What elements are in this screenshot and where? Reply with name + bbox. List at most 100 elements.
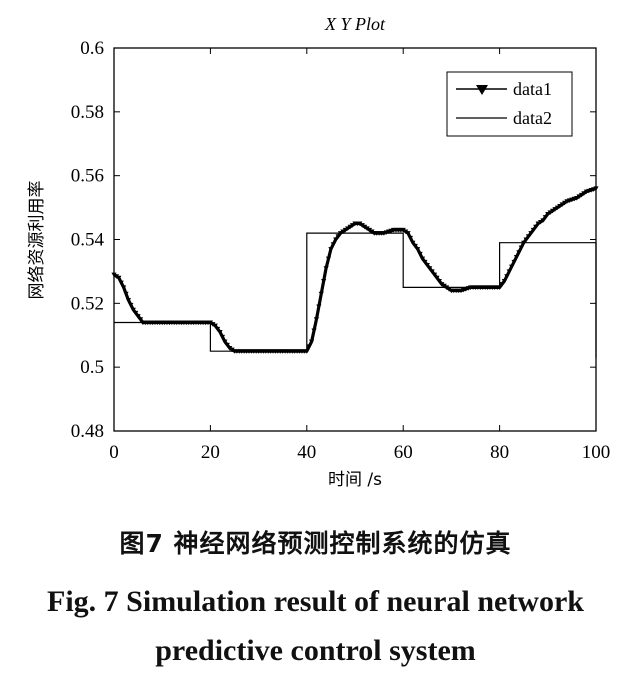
- data1-marker: [415, 247, 421, 252]
- data1-marker: [417, 251, 423, 257]
- data1-marker: [217, 330, 223, 335]
- data1-marker: [523, 237, 529, 243]
- data1-marker: [537, 219, 544, 225]
- data1-marker: [309, 339, 315, 345]
- data1-marker: [446, 286, 452, 292]
- data1-marker: [137, 317, 144, 322]
- data1-marker: [318, 291, 324, 297]
- data1-marker: [366, 227, 373, 233]
- data1-marker: [552, 207, 558, 212]
- legend: data1 data2: [446, 71, 573, 137]
- data1-marker: [323, 266, 329, 271]
- data1-marker: [443, 285, 450, 290]
- data1-marker: [547, 210, 553, 215]
- data1-marker: [419, 256, 426, 262]
- data1-marker: [123, 291, 129, 297]
- figure-caption-english-line1: Fig. 7 Simulation result of neural netwo…: [47, 585, 584, 618]
- y-tick-label: 0.48: [71, 421, 104, 442]
- data1-marker: [439, 282, 445, 287]
- data1-marker: [364, 226, 370, 231]
- data1-marker: [135, 314, 141, 319]
- data1-marker: [316, 304, 322, 310]
- data1-marker: [422, 259, 428, 265]
- data1-marker: [222, 339, 228, 345]
- data1-marker: [504, 274, 510, 279]
- data1-marker: [559, 202, 565, 207]
- data1-marker: [400, 227, 406, 233]
- data1-marker: [424, 263, 430, 268]
- data1-marker: [304, 349, 310, 354]
- y-tick-label: 0.54: [71, 230, 105, 251]
- legend-label-data1: data1: [513, 79, 552, 99]
- data1-marker: [410, 240, 416, 246]
- y-axis-label: 网络资源利用率: [27, 181, 47, 300]
- data1-marker: [357, 221, 363, 227]
- series-layer: [111, 186, 599, 358]
- x-tick-label: 80: [490, 442, 509, 463]
- legend-label-data2: data2: [513, 108, 552, 128]
- x-tick-label: 100: [582, 442, 611, 463]
- data1-marker: [311, 328, 317, 334]
- xy-plot-chart: X Y Plot 0 20 40 60 80 100 0.48 0.5 0.52 0.54 0.56…: [27, 14, 611, 490]
- legend-box: [446, 71, 573, 137]
- data1-marker: [313, 317, 320, 322]
- data1-marker: [359, 223, 365, 228]
- data1-marker: [540, 218, 546, 223]
- data1-marker: [133, 310, 139, 316]
- data1-marker: [581, 191, 587, 196]
- y-tick-label: 0.5: [80, 357, 104, 378]
- data1-marker: [362, 224, 368, 230]
- data1-marker: [229, 347, 235, 353]
- data1-marker: [429, 269, 435, 275]
- data1-marker: [518, 245, 524, 251]
- series-markers-data1: [111, 186, 599, 354]
- data1-marker: [207, 320, 213, 326]
- data1-marker: [513, 255, 520, 260]
- data1-marker: [369, 229, 375, 235]
- series-line-data1: [113, 186, 597, 353]
- data1-marker: [224, 342, 230, 348]
- data1-marker: [121, 285, 127, 290]
- data1-marker: [528, 231, 534, 236]
- data1-marker: [557, 203, 563, 209]
- x-axis-label: 时间 /s: [328, 470, 382, 490]
- data1-marker: [530, 227, 536, 233]
- data1-marker: [499, 282, 505, 287]
- data1-marker: [427, 266, 433, 271]
- data1-marker: [349, 223, 356, 228]
- data1-marker: [345, 226, 351, 231]
- chart-title: X Y Plot: [324, 14, 386, 34]
- data1-marker: [511, 259, 517, 265]
- x-tick-label: 40: [297, 442, 316, 463]
- data1-marker: [333, 237, 339, 243]
- data1-marker: [210, 322, 216, 327]
- data1-marker: [441, 283, 447, 289]
- data1-marker: [116, 275, 122, 281]
- data1-marker: [497, 285, 503, 290]
- data1-marker: [342, 227, 348, 233]
- data1-marker: [407, 235, 414, 241]
- data1-marker: [130, 307, 136, 313]
- data1-marker: [215, 326, 221, 332]
- data1-marker: [578, 192, 585, 198]
- axes-layer: 0 20 40 60 80 100 0.48 0.5 0.52 0.54 0.56 0.58 0.6: [71, 38, 611, 463]
- data1-marker: [405, 231, 411, 236]
- data1-marker: [516, 250, 522, 255]
- data1-marker: [337, 231, 344, 236]
- data1-marker: [340, 229, 346, 235]
- data1-marker: [212, 323, 218, 329]
- data1-marker: [535, 221, 541, 227]
- plot-frame: [113, 47, 597, 432]
- data1-marker: [434, 275, 440, 281]
- data1-marker: [330, 242, 336, 247]
- data1-marker: [321, 278, 327, 284]
- data1-marker: [542, 215, 548, 220]
- data1-marker: [431, 272, 438, 278]
- data1-marker: [306, 344, 312, 350]
- y-tick-label: 0.56: [71, 166, 104, 187]
- data1-marker: [328, 247, 334, 252]
- data1-marker: [506, 269, 512, 275]
- data1-marker: [509, 264, 515, 270]
- data1-marker: [554, 205, 561, 211]
- data1-marker: [118, 280, 124, 286]
